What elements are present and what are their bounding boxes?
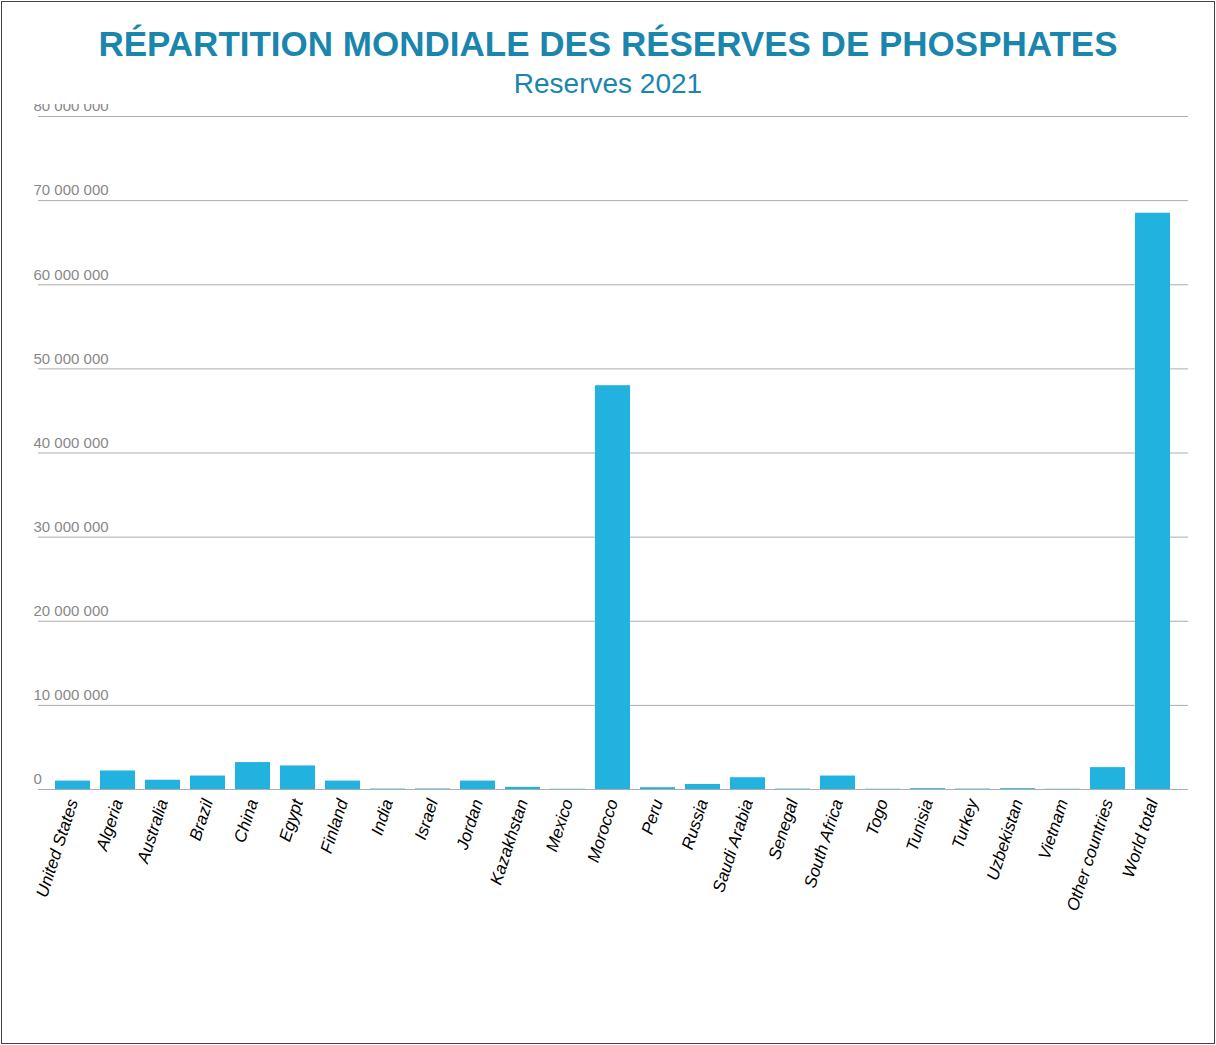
svg-text:10 000 000: 10 000 000	[34, 686, 109, 703]
svg-text:80 000 000: 80 000 000	[34, 104, 109, 114]
svg-text:Tunisia: Tunisia	[902, 797, 937, 854]
svg-text:United States: United States	[32, 796, 82, 899]
svg-text:70 000 000: 70 000 000	[34, 181, 109, 198]
svg-text:Togo: Togo	[862, 797, 892, 838]
svg-text:Peru: Peru	[638, 796, 667, 837]
svg-text:Jordan: Jordan	[453, 797, 487, 853]
svg-text:World total: World total	[1119, 796, 1163, 880]
svg-text:South Africa: South Africa	[800, 797, 846, 890]
svg-text:Australia: Australia	[133, 797, 172, 867]
svg-text:50 000 000: 50 000 000	[34, 350, 109, 367]
svg-text:60 000 000: 60 000 000	[34, 266, 109, 283]
svg-text:Brazil: Brazil	[186, 796, 218, 843]
svg-text:0: 0	[34, 770, 42, 787]
svg-text:Kazakhstan: Kazakhstan	[486, 797, 532, 887]
svg-text:30 000 000: 30 000 000	[34, 518, 109, 535]
svg-text:Uzbekistan: Uzbekistan	[983, 797, 1027, 883]
svg-text:Senegal: Senegal	[765, 796, 803, 862]
svg-text:China: China	[230, 797, 262, 845]
html-text:RÉPARTITION MONDIALE DES RÉSER: RÉPARTITION MONDIALE DES RÉSERVES DE PHO…	[98, 24, 1118, 63]
svg-text:Finland: Finland	[317, 796, 352, 855]
svg-text:Mexico: Mexico	[542, 797, 577, 854]
svg-text:Vietnam: Vietnam	[1035, 797, 1072, 862]
svg-text:Egypt: Egypt	[275, 796, 307, 844]
svg-text:Other countries: Other countries	[1063, 796, 1117, 913]
html-text:Reserves 2021: Reserves 2021	[513, 68, 703, 99]
svg-text:Israel: Israel	[411, 796, 442, 843]
svg-text:Saudi Arabia: Saudi Arabia	[709, 797, 757, 895]
svg-text:40 000 000: 40 000 000	[34, 434, 109, 451]
svg-text:Turkey: Turkey	[948, 795, 982, 851]
svg-text:20 000 000: 20 000 000	[34, 602, 109, 619]
svg-text:Russia: Russia	[678, 797, 712, 852]
svg-text:India: India	[368, 797, 397, 838]
svg-text:Morocco: Morocco	[584, 797, 622, 865]
svg-text:Algeria: Algeria	[92, 797, 127, 854]
